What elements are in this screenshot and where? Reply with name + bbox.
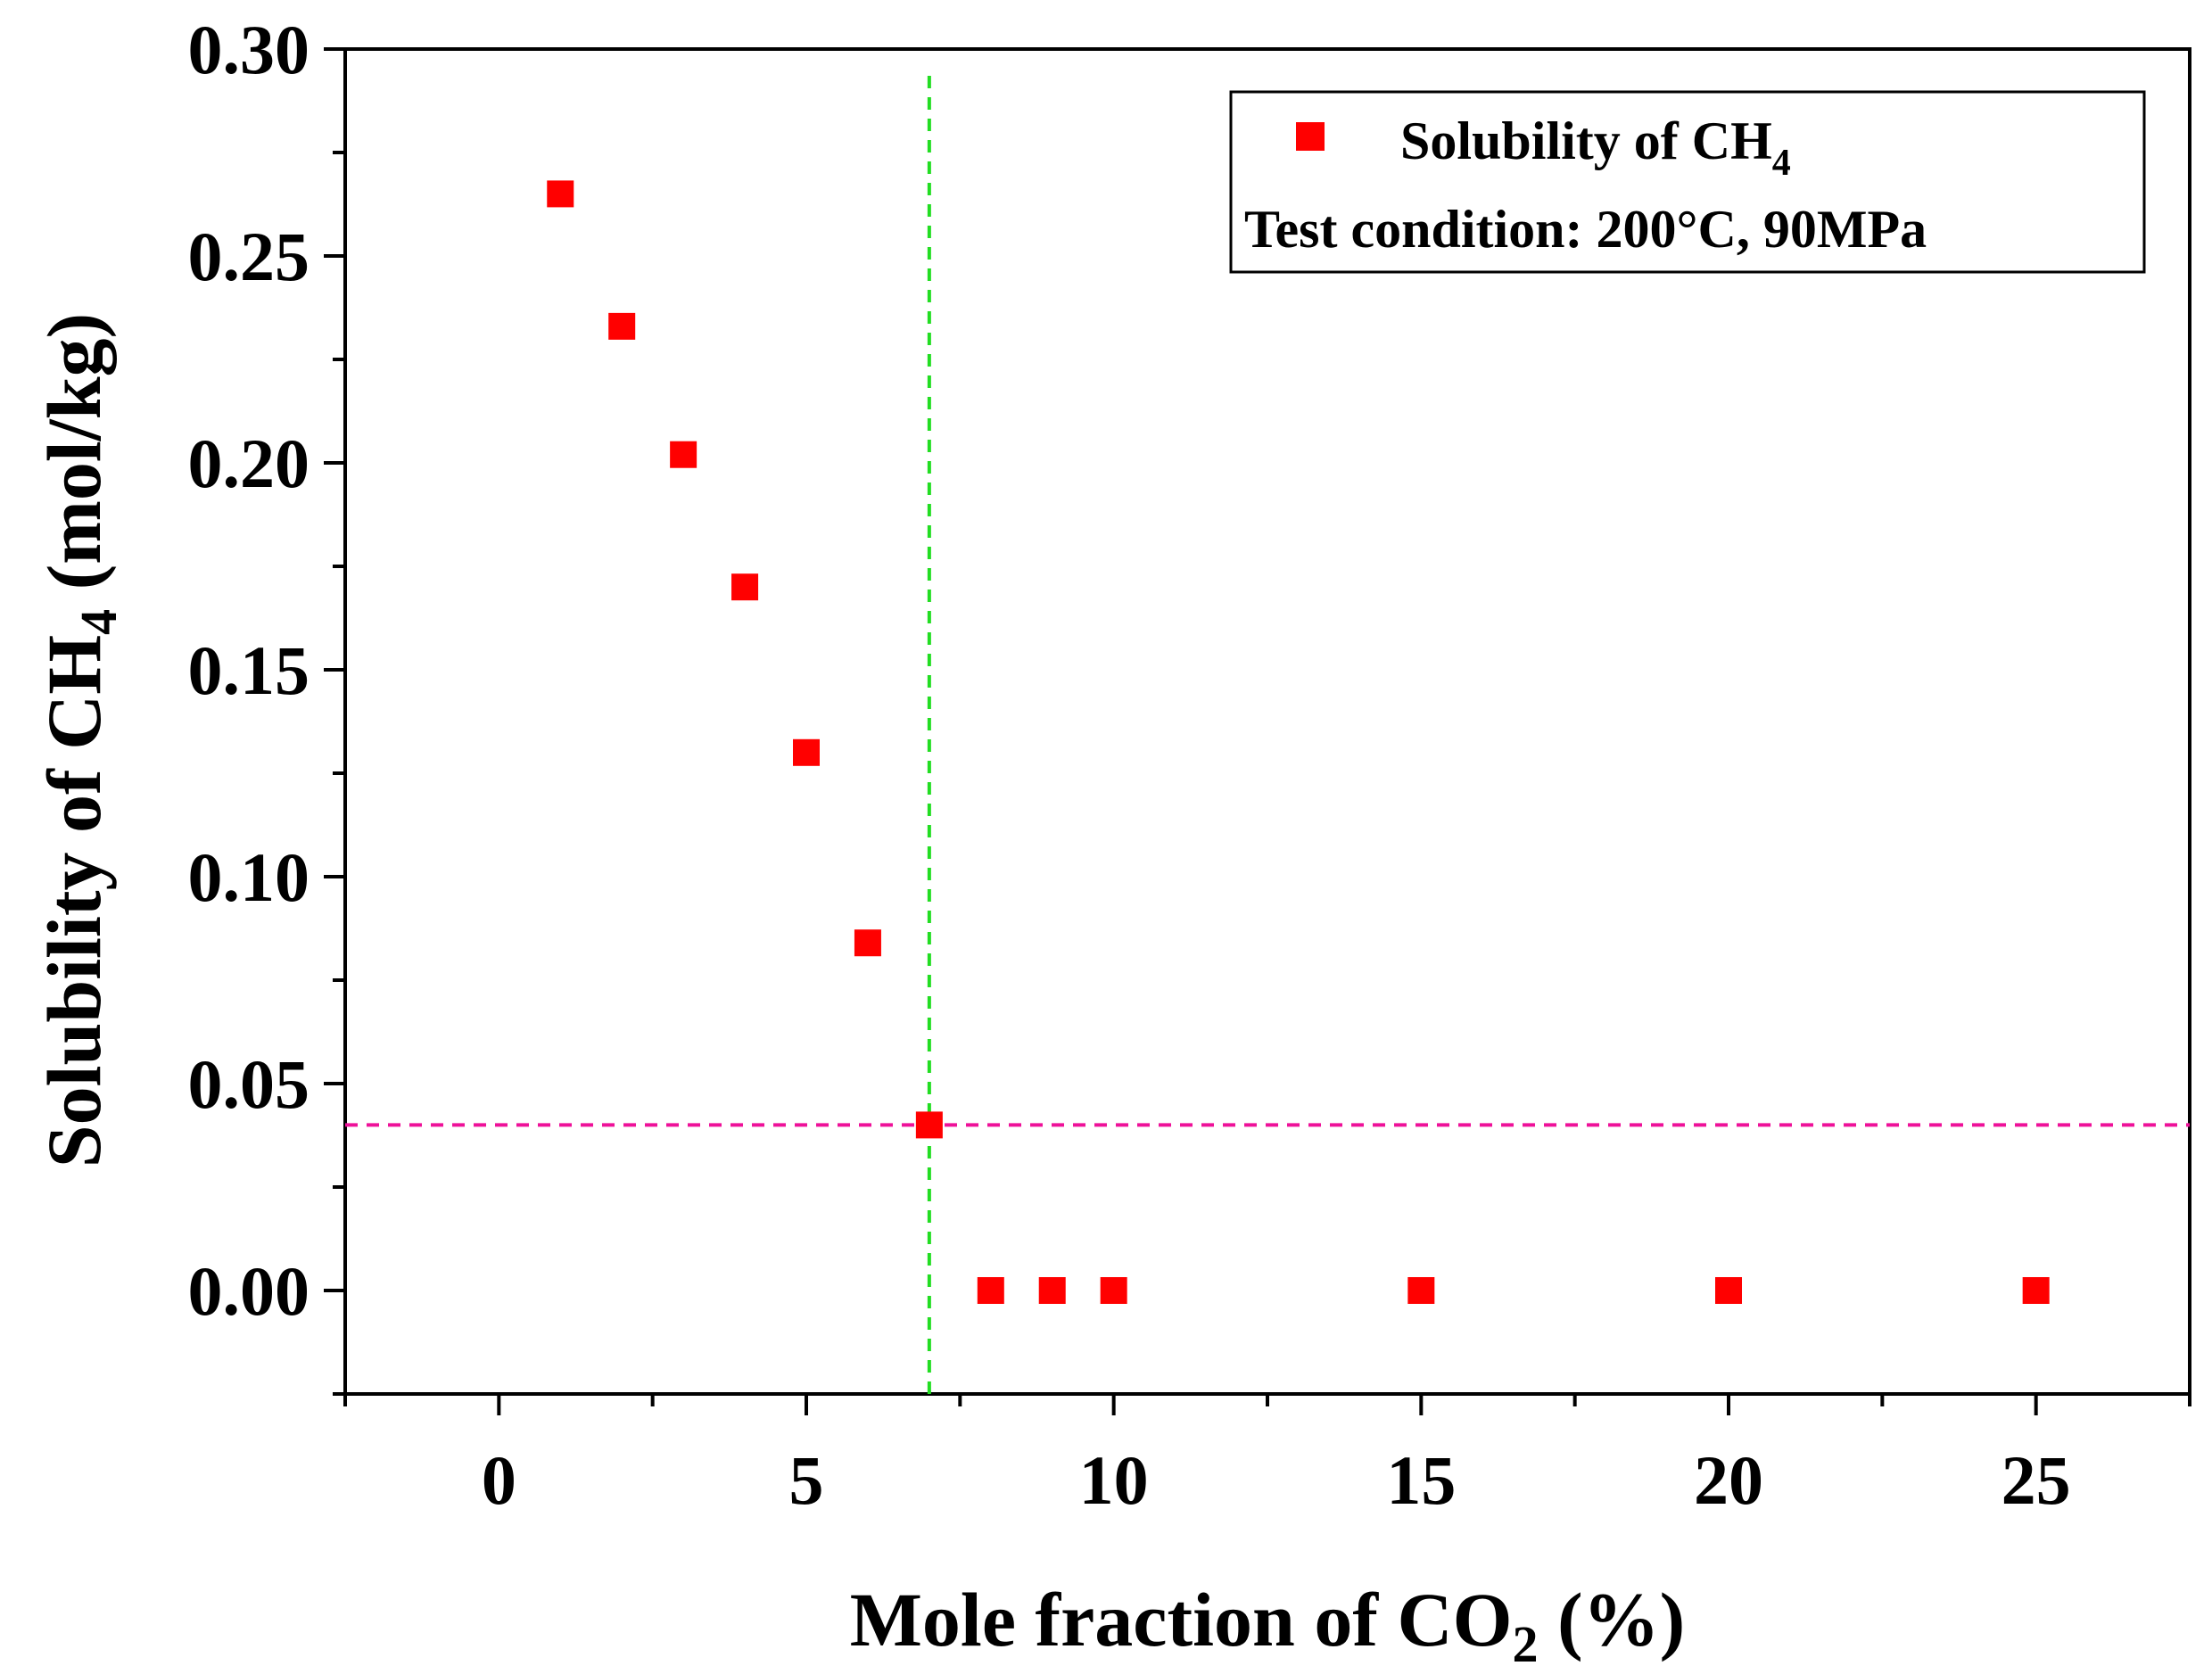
x-axis-title: Mole fraction of CO2 (%) — [850, 1577, 1686, 1673]
y-tick-label: 0.00 — [188, 1252, 310, 1330]
y-axis-ticks: 0.00 0.05 0.10 0.15 0.20 0.25 0.30 — [188, 11, 345, 1396]
legend-entry-main: Solubility of CH — [1400, 111, 1772, 170]
y-axis-title-sub: 4 — [70, 609, 128, 635]
y-tick-label: 0.20 — [188, 425, 310, 502]
data-point — [1038, 1277, 1066, 1304]
x-axis-title-sub: 2 — [1512, 1615, 1538, 1673]
x-tick-label: 10 — [1079, 1441, 1149, 1519]
legend-note: Test condition: 200°C, 90MPa — [1244, 200, 1927, 259]
y-axis-title-tail: (mol/kg) — [31, 313, 117, 609]
x-tick-label: 0 — [482, 1441, 516, 1519]
data-point — [2022, 1277, 2050, 1304]
y-axis-title-main: Solubility of CH — [31, 635, 117, 1167]
y-tick-label: 0.30 — [188, 11, 310, 88]
data-point — [854, 929, 881, 957]
y-tick-label: 0.25 — [188, 218, 310, 295]
data-point — [608, 312, 636, 340]
legend-entry-sub: 4 — [1772, 143, 1791, 184]
y-tick-label: 0.10 — [188, 838, 310, 916]
legend: Solubility of CH4 Test condition: 200°C,… — [1229, 90, 2146, 274]
x-axis-ticks: 0 5 10 15 20 25 — [343, 1394, 2191, 1519]
data-point — [793, 738, 820, 766]
data-points — [547, 180, 2050, 1304]
data-point — [1407, 1277, 1435, 1304]
x-tick-label: 25 — [2002, 1441, 2071, 1519]
data-point — [547, 180, 574, 208]
data-point — [1715, 1277, 1742, 1304]
x-axis-title-main: Mole fraction of CO — [850, 1577, 1513, 1662]
data-point — [731, 573, 759, 601]
legend-box — [1229, 90, 2146, 274]
y-axis-title: Solubility of CH4 (mol/kg) — [31, 313, 128, 1167]
legend-entry-label: Solubility of CH4 — [1400, 111, 1791, 184]
x-axis-title-tail: (%) — [1538, 1577, 1685, 1662]
data-point — [915, 1111, 943, 1139]
x-tick-label: 15 — [1386, 1441, 1456, 1519]
x-tick-label: 20 — [1694, 1441, 1763, 1519]
data-point — [977, 1277, 1004, 1304]
legend-marker — [1296, 122, 1325, 151]
y-tick-label: 0.05 — [188, 1045, 310, 1123]
data-point — [1100, 1277, 1127, 1304]
y-tick-label: 0.15 — [188, 631, 310, 709]
data-point — [670, 441, 697, 468]
x-tick-label: 5 — [789, 1441, 824, 1519]
